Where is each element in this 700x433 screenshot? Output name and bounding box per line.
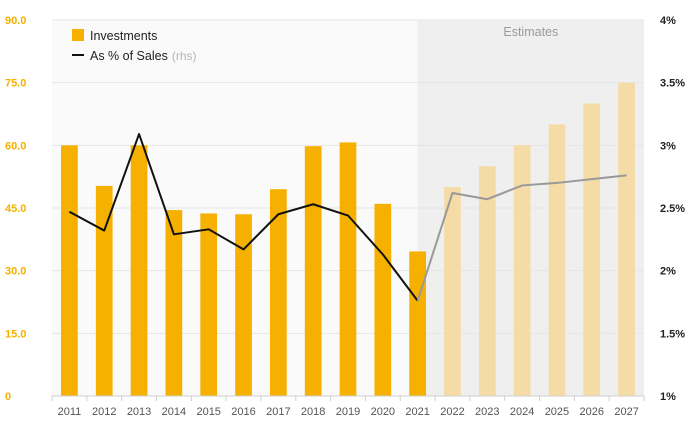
bar-2025 (548, 124, 566, 396)
bar-2027 (618, 82, 635, 397)
x-tick-label-2023: 2023 (475, 406, 499, 418)
bar-series (61, 82, 635, 397)
x-tick-label-2022: 2022 (440, 406, 464, 418)
y-left-tick-label-6: 90.0 (5, 15, 26, 27)
x-tick-label-2021: 2021 (405, 406, 429, 418)
x-tick-label-2025: 2025 (545, 406, 569, 418)
bar-2017 (269, 189, 287, 396)
line-pct-sales-estimate (416, 174, 627, 302)
bar-2013 (130, 145, 148, 396)
axes: 2011 2012 2013 2014 2015 2016 2017 2018 2019 2020… (5, 15, 685, 418)
bar-2022 (444, 187, 461, 396)
legend: Investments As % of Sales (rhs) (72, 29, 197, 63)
bar-2012 (95, 185, 113, 396)
legend-pct-sales-label: As % of Sales (rhs) (90, 49, 197, 63)
y-left-tick-label-4: 60.0 (5, 140, 26, 152)
bar-2011 (61, 145, 78, 396)
x-tick-label-2015: 2015 (196, 406, 220, 418)
bar-2014 (165, 210, 183, 396)
y-left-tick-label-1: 15.0 (5, 328, 26, 340)
line-pct-sales-actual (68, 133, 419, 302)
x-tick-label-2024: 2024 (510, 406, 534, 418)
x-tick-label-2016: 2016 (231, 406, 255, 418)
x-tick-label-2026: 2026 (580, 406, 604, 418)
x-tick-label-2020: 2020 (371, 406, 395, 418)
x-tick-label-2019: 2019 (336, 406, 360, 418)
bar-2024 (513, 145, 531, 396)
y-right-tick-label-4: 3% (660, 140, 676, 152)
y-right-tick-label-6: 4% (660, 15, 676, 27)
x-tick-label-2017: 2017 (266, 406, 290, 418)
bar-2023 (478, 166, 496, 396)
y-right-tick-label-0: 1% (660, 391, 676, 403)
x-tick-label-2013: 2013 (127, 406, 151, 418)
y-right-tick-label-3: 2.5% (660, 203, 685, 215)
bar-2018 (304, 146, 322, 396)
legend-investments-swatch (72, 29, 84, 41)
bar-2019 (339, 142, 357, 396)
bar-2015 (200, 213, 218, 396)
line-series (68, 133, 627, 302)
legend-pct-sales-suffix: (rhs) (172, 49, 197, 63)
legend-pct-sales-name: As % of Sales (90, 49, 168, 63)
x-tick-label-2027: 2027 (614, 406, 638, 418)
bar-2026 (583, 103, 601, 397)
x-tick-label-2011: 2011 (58, 406, 82, 418)
y-right-tick-label-5: 3.5% (660, 78, 685, 90)
bar-2020 (374, 203, 392, 396)
y-left-tick-label-3: 45.0 (5, 203, 26, 215)
y-right-tick-label-2: 2% (660, 266, 676, 278)
legend-investments-label: Investments (90, 29, 157, 43)
x-tick-label-2014: 2014 (162, 406, 186, 418)
bar-2016 (235, 214, 252, 396)
bar-2021 (409, 251, 427, 396)
y-left-tick-label-0: 0 (5, 391, 11, 403)
x-tick-label-2012: 2012 (92, 406, 116, 418)
y-left-tick-label-2: 30.0 (5, 266, 26, 278)
estimates-label: Estimates (503, 25, 558, 39)
y-left-tick-label-5: 75.0 (5, 78, 26, 90)
x-tick-label-2018: 2018 (301, 406, 325, 418)
y-right-tick-label-1: 1.5% (660, 328, 685, 340)
